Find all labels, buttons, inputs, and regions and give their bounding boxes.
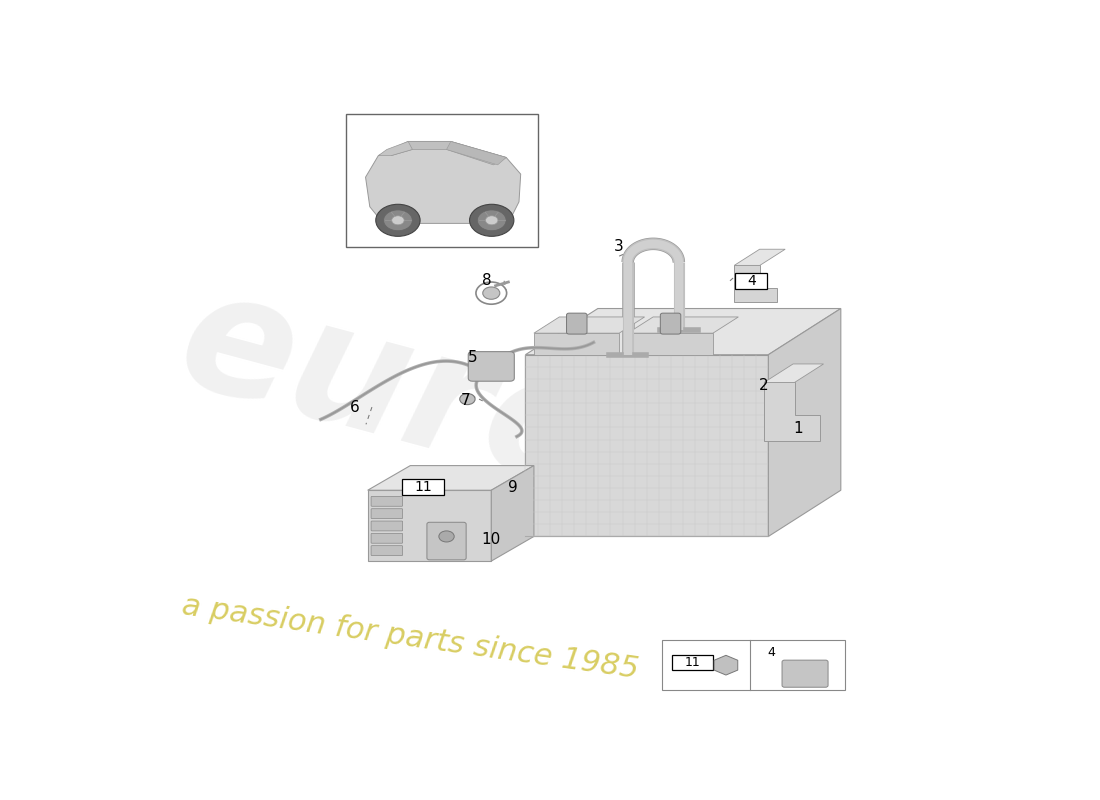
Text: 4: 4 bbox=[768, 646, 776, 659]
Circle shape bbox=[477, 210, 506, 230]
FancyBboxPatch shape bbox=[672, 655, 714, 670]
FancyBboxPatch shape bbox=[427, 522, 466, 560]
FancyBboxPatch shape bbox=[371, 521, 403, 531]
Text: 11: 11 bbox=[415, 480, 432, 494]
Circle shape bbox=[439, 531, 454, 542]
Text: 4: 4 bbox=[747, 274, 756, 288]
Polygon shape bbox=[367, 466, 534, 490]
Circle shape bbox=[470, 204, 514, 236]
Text: 6: 6 bbox=[350, 399, 360, 414]
FancyBboxPatch shape bbox=[371, 534, 403, 543]
Circle shape bbox=[485, 216, 498, 225]
Polygon shape bbox=[735, 250, 785, 266]
Text: a passion for parts since 1985: a passion for parts since 1985 bbox=[180, 592, 640, 685]
Polygon shape bbox=[447, 142, 506, 165]
FancyBboxPatch shape bbox=[402, 479, 444, 495]
FancyBboxPatch shape bbox=[346, 114, 538, 247]
FancyBboxPatch shape bbox=[371, 496, 403, 506]
FancyBboxPatch shape bbox=[662, 640, 845, 690]
Circle shape bbox=[483, 287, 499, 299]
Polygon shape bbox=[365, 142, 520, 223]
FancyBboxPatch shape bbox=[371, 509, 403, 518]
Text: 5: 5 bbox=[468, 350, 477, 366]
FancyBboxPatch shape bbox=[782, 660, 828, 687]
Circle shape bbox=[460, 394, 475, 405]
FancyBboxPatch shape bbox=[469, 352, 515, 382]
Circle shape bbox=[392, 216, 404, 225]
Polygon shape bbox=[764, 382, 820, 441]
Polygon shape bbox=[534, 317, 645, 333]
Text: 8: 8 bbox=[482, 274, 492, 288]
Circle shape bbox=[384, 210, 412, 230]
Text: 1: 1 bbox=[793, 421, 803, 436]
FancyBboxPatch shape bbox=[660, 313, 681, 334]
Polygon shape bbox=[534, 333, 619, 354]
FancyBboxPatch shape bbox=[735, 273, 768, 289]
Polygon shape bbox=[764, 364, 824, 382]
Polygon shape bbox=[492, 466, 534, 561]
Polygon shape bbox=[628, 333, 713, 354]
Circle shape bbox=[376, 204, 420, 236]
Polygon shape bbox=[628, 317, 738, 333]
Polygon shape bbox=[526, 354, 768, 537]
FancyBboxPatch shape bbox=[371, 546, 403, 555]
Text: 10: 10 bbox=[482, 532, 500, 547]
Polygon shape bbox=[735, 266, 777, 302]
Polygon shape bbox=[768, 309, 840, 537]
Polygon shape bbox=[367, 490, 492, 561]
Text: 2: 2 bbox=[759, 378, 769, 393]
Text: 3: 3 bbox=[614, 239, 624, 254]
FancyBboxPatch shape bbox=[566, 313, 587, 334]
Text: 7: 7 bbox=[461, 394, 471, 409]
Circle shape bbox=[476, 282, 507, 304]
Text: euro: euro bbox=[163, 258, 619, 526]
Polygon shape bbox=[392, 142, 506, 165]
Polygon shape bbox=[526, 309, 840, 354]
Polygon shape bbox=[378, 142, 412, 156]
Text: 9: 9 bbox=[508, 480, 517, 494]
Text: 11: 11 bbox=[685, 656, 701, 669]
